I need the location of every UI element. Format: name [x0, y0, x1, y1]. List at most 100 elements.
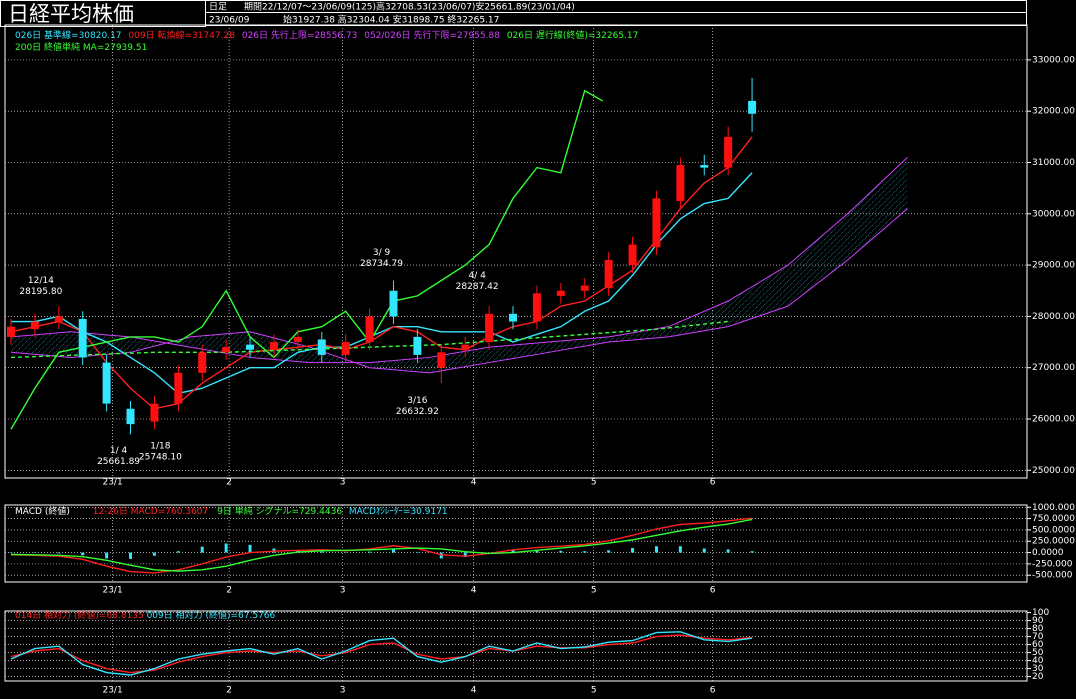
- candle-body: [30, 321, 39, 330]
- y-tick-label: 20: [1032, 672, 1044, 682]
- legend-item: MACDｵｼﾚｰﾀｰ=30.9171: [349, 506, 448, 517]
- indicator-line: [10, 136, 753, 410]
- candle-body: [198, 352, 207, 373]
- legend-item: 009日 相対力 (終値)=67.5766: [147, 609, 276, 621]
- candle-body: [556, 290, 565, 296]
- y-tick-label: 31000.00: [1032, 158, 1075, 168]
- histogram-bar: [176, 551, 180, 553]
- candle-body: [246, 344, 255, 350]
- y-tick-label: 1000.000: [1032, 503, 1075, 513]
- histogram-bar: [248, 544, 252, 553]
- x-tick-label: 4: [471, 478, 477, 488]
- y-tick-label: 0.0000: [1032, 548, 1064, 558]
- candle-body: [174, 372, 183, 404]
- histogram-bar: [583, 551, 587, 553]
- x-tick-label: 23/1: [102, 686, 122, 696]
- x-tick-label: 3: [340, 686, 346, 696]
- y-tick-label: 30: [1032, 664, 1044, 674]
- annotation-value: 25748.10: [139, 452, 182, 462]
- plot-frame: [4, 24, 1028, 479]
- candle-body: [724, 136, 733, 168]
- y-tick-label: 100: [1032, 608, 1049, 618]
- histogram-bar: [105, 552, 109, 559]
- y-tick-label: 250.0000: [1032, 537, 1075, 547]
- candle-body: [222, 347, 231, 353]
- panel-title: MACD (終値): [15, 505, 70, 517]
- indicator-line: [10, 518, 753, 572]
- y-tick-label: 500.0000: [1032, 525, 1075, 535]
- candle-body: [437, 352, 446, 368]
- annotation-value: 26632.92: [396, 407, 439, 417]
- candle-body: [485, 313, 494, 343]
- histogram-bar: [463, 552, 467, 558]
- y-tick-label: 750.0000: [1032, 514, 1075, 524]
- candle-body: [389, 290, 398, 317]
- x-tick-label: 3: [340, 586, 346, 596]
- x-tick-label: 23/1: [102, 586, 122, 596]
- y-tick-label: -250.000: [1032, 559, 1073, 569]
- histogram-bar: [631, 548, 635, 553]
- y-tick-label: 50: [1032, 648, 1044, 658]
- histogram-bar: [678, 546, 682, 553]
- candle-body: [6, 326, 15, 337]
- histogram-bar: [81, 552, 85, 556]
- legend-item: 200日 終値単純 MA=27939.51: [15, 41, 147, 53]
- x-tick-label: 3: [340, 478, 346, 488]
- legend-item: 009日 転換線=31747.28: [128, 29, 235, 41]
- annotation-date: 3/16: [407, 396, 427, 406]
- period: 期間22/12/07～23/06/09(125)高32708.53(23/06/…: [244, 1, 575, 13]
- chart-title: 日経平均株価: [8, 2, 134, 26]
- candle-body: [628, 244, 637, 266]
- y-tick-label: -500.000: [1032, 571, 1073, 581]
- y-tick-label: 32000.00: [1032, 107, 1075, 117]
- y-tick-label: 70: [1032, 632, 1044, 642]
- candle-body: [532, 293, 541, 322]
- x-tick-label: 23/1: [102, 478, 122, 488]
- indicator-line: [10, 634, 753, 674]
- histogram-bar: [129, 552, 133, 559]
- annotation-date: 4/ 4: [468, 271, 486, 281]
- indicator-line: [10, 89, 604, 430]
- legend: 014日 相対力 (終値)=68.8135 009日 相対力 (終値)=67.5…: [15, 609, 276, 621]
- annotation-value: 28195.80: [19, 287, 62, 297]
- cloud-upper: [10, 156, 908, 364]
- candle-body: [604, 259, 613, 289]
- histogram-bar: [368, 551, 372, 553]
- histogram-bar: [559, 550, 563, 553]
- plot-frame: [4, 504, 1028, 583]
- histogram-bar: [750, 551, 754, 553]
- timeframe: 日足: [209, 2, 227, 13]
- histogram-bar: [320, 551, 324, 553]
- indicator-line: [10, 517, 753, 574]
- x-tick-label: 4: [471, 586, 477, 596]
- legend-item: 026日 先行上限=28556.73: [242, 29, 358, 41]
- annotation-date: 1/18: [150, 441, 170, 451]
- legend-item: 026日 遅行線(終値)=32265.17: [507, 29, 639, 41]
- histogram-bar: [511, 549, 515, 553]
- candle-body: [341, 342, 350, 355]
- legend-item: 014日 相対力 (終値)=68.8135: [15, 609, 144, 621]
- candle-body: [652, 198, 661, 248]
- candle-body: [317, 339, 326, 355]
- candle-body: [150, 403, 159, 422]
- y-tick-label: 28000.00: [1032, 312, 1075, 322]
- y-tick-label: 60: [1032, 640, 1044, 650]
- x-tick-label: 6: [710, 586, 716, 596]
- histogram-bar: [391, 549, 395, 553]
- legend-item: 026日 基準線=30820.17: [15, 29, 122, 41]
- x-tick-label: 2: [226, 586, 232, 596]
- candle-body: [269, 342, 278, 350]
- legend-item: 12-26日 MACD=760.3607: [93, 506, 208, 517]
- x-tick-label: 5: [591, 686, 597, 696]
- histogram-bar: [200, 546, 204, 553]
- annotation-date: 12/14: [28, 276, 54, 286]
- candle-body: [748, 100, 757, 114]
- candle-body: [580, 285, 589, 291]
- plot-frame: [4, 610, 1028, 682]
- cloud-fill: [10, 157, 908, 373]
- y-tick-label: 33000.00: [1032, 55, 1075, 65]
- indicator-line: [10, 172, 753, 395]
- cloud-lower: [10, 208, 908, 374]
- y-tick-label: 30000.00: [1032, 209, 1075, 219]
